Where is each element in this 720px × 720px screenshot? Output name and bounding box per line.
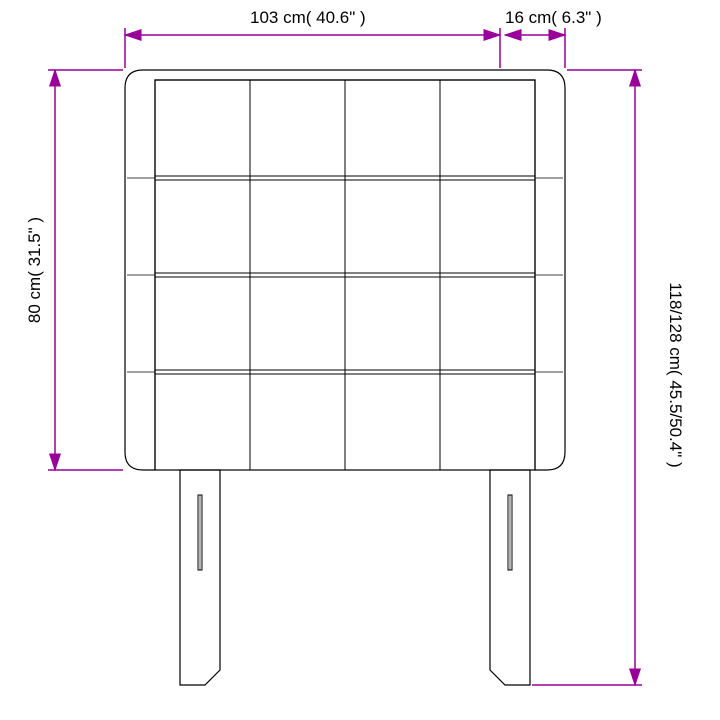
dimension-diagram: 103 cm( 40.6" ) 16 cm( 6.3" ) 80 cm( 31.…: [0, 0, 720, 720]
dim-panel-height-label: 80 cm( 31.5" ): [25, 205, 45, 335]
dim-total-height-label: 118/128 cm( 45.5/50.4" ): [665, 255, 685, 495]
diagram-svg: [0, 0, 720, 720]
dim-depth-label: 16 cm( 6.3" ): [505, 8, 602, 28]
dim-width-label: 103 cm( 40.6" ): [250, 8, 366, 28]
